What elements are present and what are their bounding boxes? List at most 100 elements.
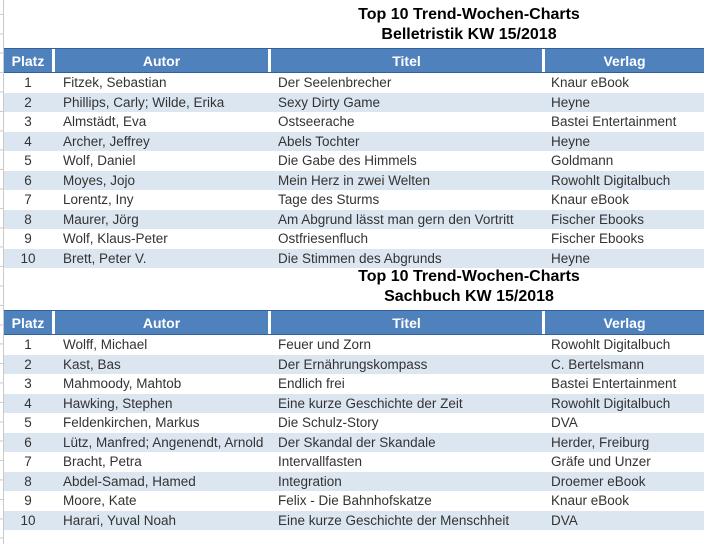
cell-verlag[interactable]: Goldmann (551, 153, 614, 168)
cell-autor[interactable]: Phillips, Carly; Wilde, Erika (63, 94, 225, 110)
cell-verlag[interactable]: Knaur eBook (551, 75, 630, 90)
cell-platz[interactable]: 6 (24, 434, 32, 450)
cell-autor[interactable]: Mahmoody, Mahtob (63, 376, 182, 391)
cell-autor[interactable]: Abdel-Samad, Hamed (63, 473, 196, 489)
cell-verlag[interactable]: Knaur eBook (551, 493, 630, 508)
cell-verlag[interactable]: Fischer Ebooks (551, 211, 645, 227)
cell-platz[interactable]: 10 (20, 250, 36, 266)
cell-titel[interactable]: Feuer und Zorn (278, 337, 372, 352)
cell-verlag[interactable]: DVA (551, 415, 578, 430)
cell-platz[interactable]: 9 (24, 493, 32, 508)
table-row: 5 Feldenkirchen, Markus Die Schulz-Story DV… (4, 413, 704, 433)
cell-autor[interactable]: Wolff, Michael (63, 337, 148, 352)
cell-titel[interactable]: Die Stimmen des Abgrunds (278, 250, 442, 266)
table-row: 6 Moyes, Jojo Mein Herz in zwei Welten Rowo… (4, 170, 704, 190)
cell-autor[interactable]: Wolf, Daniel (63, 153, 136, 168)
cell-platz[interactable]: 5 (24, 153, 32, 168)
cell-titel[interactable]: Der Ernährungskompass (278, 356, 428, 372)
cell-verlag[interactable]: Droemer eBook (551, 473, 646, 489)
cell-titel[interactable]: Endlich frei (278, 376, 345, 391)
cell-platz[interactable]: 8 (24, 473, 32, 489)
table-row: 3 Mahmoody, Mahtob Endlich frei Bastei Ente… (4, 374, 704, 394)
cell-platz[interactable]: 7 (24, 454, 32, 469)
cell-titel[interactable]: Die Schulz-Story (278, 415, 379, 430)
cell-verlag[interactable]: Bastei Entertainment (551, 114, 677, 129)
cell-verlag[interactable]: Gräfe und Unzer (551, 454, 651, 469)
cell-autor[interactable]: Hawking, Stephen (63, 395, 173, 411)
cell-autor[interactable]: Wolf, Klaus-Peter (63, 231, 168, 246)
cell-verlag[interactable]: Fischer Ebooks (551, 231, 645, 246)
cell-verlag[interactable]: Knaur eBook (551, 192, 630, 207)
cell-titel[interactable]: Tage des Sturms (278, 192, 380, 207)
cell-titel[interactable]: Felix - Die Bahnhofskatze (278, 493, 432, 508)
cell-titel[interactable]: Sexy Dirty Game (278, 94, 381, 110)
cell-verlag[interactable]: Heyne (551, 94, 591, 110)
cell-verlag[interactable]: Rowohlt Digitalbuch (551, 395, 671, 411)
cell-platz[interactable]: 2 (24, 356, 32, 372)
cell-titel[interactable]: Intervallfasten (278, 454, 363, 469)
cell-platz[interactable]: 4 (24, 395, 32, 411)
cell-platz[interactable]: 10 (20, 512, 36, 528)
column-header-titel[interactable]: Titel (271, 49, 542, 72)
cell-autor[interactable]: Archer, Jeffrey (63, 133, 150, 149)
cell-autor[interactable]: Maurer, Jörg (63, 211, 139, 227)
cell-verlag[interactable]: DVA (551, 512, 578, 528)
cell-platz[interactable]: 1 (24, 75, 32, 90)
table-row: 10 Brett, Peter V. Die Stimmen des Abgrund… (4, 248, 704, 268)
column-header-verlag[interactable]: Verlag (545, 49, 704, 72)
cell-platz[interactable]: 2 (24, 94, 32, 110)
cell-verlag[interactable]: C. Bertelsmann (551, 356, 645, 372)
cell-verlag[interactable]: Heyne (551, 133, 591, 149)
cell-platz[interactable]: 7 (24, 192, 32, 207)
cell-titel[interactable]: Eine kurze Geschichte der Menschheit (278, 512, 510, 528)
cell-autor[interactable]: Brett, Peter V. (63, 250, 147, 266)
column-header-platz[interactable]: Platz (4, 311, 52, 334)
column-header-platz[interactable]: Platz (4, 49, 52, 72)
cell-platz[interactable]: 3 (24, 376, 32, 391)
cell-titel[interactable]: Die Gabe des Himmels (278, 153, 417, 168)
cell-autor[interactable]: Bracht, Petra (63, 454, 142, 469)
column-header-autor[interactable]: Autor (55, 49, 268, 72)
cell-verlag[interactable]: Rowohlt Digitalbuch (551, 172, 671, 188)
table-row: 7 Bracht, Petra Intervallfasten Gräfe und U… (4, 452, 704, 472)
cell-platz[interactable]: 8 (24, 211, 32, 227)
cell-verlag[interactable]: Herder, Freiburg (551, 434, 650, 450)
column-header-autor[interactable]: Autor (55, 311, 268, 334)
cell-platz[interactable]: 3 (24, 114, 32, 129)
cell-titel[interactable]: Ostfriesenfluch (278, 231, 369, 246)
cell-autor[interactable]: Moore, Kate (63, 493, 137, 508)
table-row: 8 Abdel-Samad, Hamed Integration Droemer eB… (4, 471, 704, 491)
cell-platz[interactable]: 9 (24, 231, 32, 246)
cell-platz[interactable]: 5 (24, 415, 32, 430)
cell-titel[interactable]: Ostseerache (278, 114, 355, 129)
cell-titel[interactable]: Integration (278, 473, 342, 489)
cell-autor[interactable]: Fitzek, Sebastian (63, 75, 167, 90)
cell-autor[interactable]: Feldenkirchen, Markus (63, 415, 200, 430)
cell-verlag[interactable]: Heyne (551, 250, 591, 266)
cell-verlag[interactable]: Rowohlt Digitalbuch (551, 337, 671, 352)
cell-titel[interactable]: Mein Herz in zwei Welten (278, 172, 431, 188)
cell-autor[interactable]: Lorentz, Iny (63, 192, 134, 207)
cell-titel[interactable]: Eine kurze Geschichte der Zeit (278, 395, 463, 411)
cell-platz[interactable]: 6 (24, 172, 32, 188)
column-header-verlag[interactable]: Verlag (545, 311, 704, 334)
cell-titel[interactable]: Der Skandal der Skandale (278, 434, 436, 450)
table-body: 1 Fitzek, Sebastian Der Seelenbrecher Knaur… (4, 73, 704, 268)
cell-titel[interactable]: Am Abgrund lässt man gern den Vortritt (278, 211, 514, 227)
cell-autor[interactable]: Harari, Yuval Noah (63, 512, 177, 528)
cell-verlag[interactable]: Bastei Entertainment (551, 376, 677, 391)
cell-titel[interactable]: Der Seelenbrecher (278, 75, 392, 90)
cell-autor[interactable]: Kast, Bas (63, 356, 121, 372)
cell-autor[interactable]: Moyes, Jojo (63, 172, 136, 188)
sheet-gridline-gutter (0, 0, 4, 544)
cell-autor[interactable]: Lütz, Manfred; Angenendt, Arnold (63, 434, 264, 450)
column-header-titel[interactable]: Titel (271, 311, 542, 334)
table-row: 1 Wolff, Michael Feuer und Zorn Rowohlt Dig… (4, 335, 704, 355)
cell-platz[interactable]: 1 (24, 337, 32, 352)
cell-platz[interactable]: 4 (24, 133, 32, 149)
table-title-line1: Top 10 Trend-Wochen-Charts (358, 268, 580, 285)
table-row: 3 Almstädt, Eva Ostseerache Bastei Entertai… (4, 112, 704, 132)
cell-autor[interactable]: Almstädt, Eva (63, 114, 147, 129)
table-title-block: Top 10 Trend-Wochen-Charts Sachbuch KW 1… (4, 267, 704, 307)
cell-titel[interactable]: Abels Tochter (278, 133, 360, 149)
